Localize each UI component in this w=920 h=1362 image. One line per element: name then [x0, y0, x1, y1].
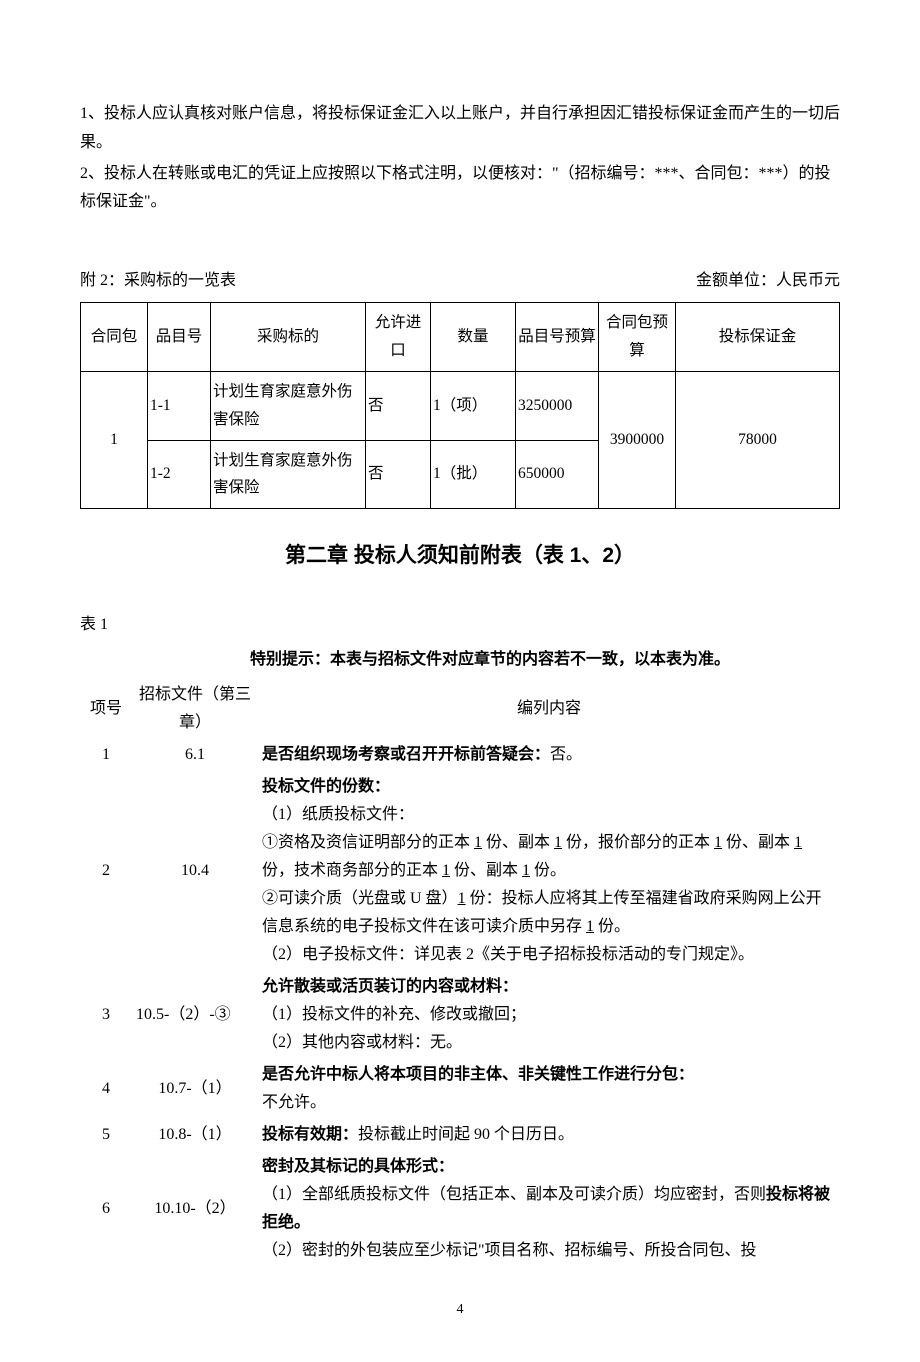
table1: 项号 招标文件（第三章） 编列内容 1 6.1 是否组织现场考察或召开开标前答疑… — [80, 679, 840, 1267]
t1-line: （1）投标文件的补充、修改或撤回； — [262, 1001, 836, 1029]
t1-content: 是否组织现场考察或召开开标前答疑会：否。 — [258, 739, 840, 771]
col-package: 合同包 — [81, 302, 148, 371]
t1-line: （1）全部纸质投标文件（包括正本、副本及可读介质）均应密封，否则投标将被拒绝。 — [262, 1181, 836, 1237]
seg: ①资格及资信证明部分的正本 — [262, 834, 474, 851]
seg: 份、副本 — [450, 862, 522, 879]
col-item-budget: 品目号预算 — [516, 302, 599, 371]
cell-budget: 3250000 — [516, 371, 599, 440]
seg: 份，技术商务部分的正本 — [262, 862, 442, 879]
seg: 份。 — [530, 862, 566, 879]
t1-ref: 10.10-（2） — [132, 1151, 258, 1267]
t1-row: 1 6.1 是否组织现场考察或召开开标前答疑会：否。 — [80, 739, 840, 771]
t1-content: 是否允许中标人将本项目的非主体、非关键性工作进行分包： 不允许。 — [258, 1059, 840, 1119]
cell-item: 1-2 — [148, 440, 211, 509]
note-2: 2、投标人在转账或电汇的凭证上应按照以下格式注明，以便核对："（招标编号：***… — [80, 160, 840, 218]
t1-line: （1）纸质投标文件： — [262, 801, 836, 829]
page-number: 4 — [80, 1297, 840, 1322]
t1-row: 6 10.10-（2） 密封及其标记的具体形式： （1）全部纸质投标文件（包括正… — [80, 1151, 840, 1267]
t1-bold: 投标文件的份数： — [262, 773, 836, 801]
t1-num: 4 — [80, 1059, 132, 1119]
attach2-title: 附 2：采购标的一览表 — [80, 267, 236, 296]
t1-line: （2）其他内容或材料：无。 — [262, 1029, 836, 1057]
t1-content: 允许散装或活页装订的内容或材料： （1）投标文件的补充、修改或撤回； （2）其他… — [258, 971, 840, 1059]
t1-head-ref: 招标文件（第三章） — [132, 679, 258, 739]
t1-num: 3 — [80, 971, 132, 1059]
t1-line: ②可读介质（光盘或 U 盘）1 份：投标人应将其上传至福建省政府采购网上公开信息… — [262, 885, 836, 941]
t1-text: 否。 — [550, 746, 582, 763]
note-1: 1、投标人应认真核对账户信息，将投标保证金汇入以上账户，并自行承担因汇错投标保证… — [80, 100, 840, 158]
cell-bond: 78000 — [676, 371, 840, 509]
cell-item: 1-1 — [148, 371, 211, 440]
t1-content: 投标文件的份数： （1）纸质投标文件： ①资格及资信证明部分的正本 1 份、副本… — [258, 771, 840, 971]
t1-head-row: 项号 招标文件（第三章） 编列内容 — [80, 679, 840, 739]
underline: 1 — [474, 834, 482, 851]
t1-row: 4 10.7-（1） 是否允许中标人将本项目的非主体、非关键性工作进行分包： 不… — [80, 1059, 840, 1119]
col-pkg-budget: 合同包预算 — [599, 302, 676, 371]
cell-qty: 1（项） — [431, 371, 516, 440]
t1-line: 不允许。 — [262, 1089, 836, 1117]
underline: 1 — [794, 834, 802, 851]
underline: 1 — [586, 918, 594, 935]
underline: 1 — [554, 834, 562, 851]
t1-row: 5 10.8-（1） 投标有效期：投标截止时间起 90 个日历日。 — [80, 1119, 840, 1151]
chapter-title: 第二章 投标人须知前附表（表 1、2） — [80, 537, 840, 575]
t1-line: （2）密封的外包装应至少标记"项目名称、招标编号、所投合同包、投 — [262, 1237, 836, 1265]
t1-ref: 6.1 — [132, 739, 258, 771]
t1-ref: 10.4 — [132, 771, 258, 971]
col-qty: 数量 — [431, 302, 516, 371]
attach2-table: 合同包 品目号 采购标的 允许进口 数量 品目号预算 合同包预算 投标保证金 1… — [80, 302, 840, 509]
cell-pkg: 1 — [81, 371, 148, 509]
underline: 1 — [522, 862, 530, 879]
seg: 份、副本 — [722, 834, 794, 851]
t1-ref: 10.5-（2）-③ — [132, 971, 258, 1059]
seg: 份、副本 — [482, 834, 554, 851]
t1-bold: 密封及其标记的具体形式： — [262, 1153, 836, 1181]
t1-row: 3 10.5-（2）-③ 允许散装或活页装订的内容或材料： （1）投标文件的补充… — [80, 971, 840, 1059]
t1-num: 6 — [80, 1151, 132, 1267]
underline: 1 — [458, 890, 466, 907]
seg: 份。 — [594, 918, 630, 935]
cell-pkg-budget: 3900000 — [599, 371, 676, 509]
t1-num: 2 — [80, 771, 132, 971]
t1-text: 投标截止时间起 90 个日历日。 — [358, 1126, 574, 1143]
t1-bold: 投标有效期： — [262, 1126, 358, 1143]
seg: ②可读介质（光盘或 U 盘） — [262, 890, 458, 907]
table-header-row: 合同包 品目号 采购标的 允许进口 数量 品目号预算 合同包预算 投标保证金 — [81, 302, 840, 371]
table1-label: 表 1 — [80, 611, 840, 640]
t1-content: 密封及其标记的具体形式： （1）全部纸质投标文件（包括正本、副本及可读介质）均应… — [258, 1151, 840, 1267]
t1-head-content: 编列内容 — [258, 679, 840, 739]
cell-subject: 计划生育家庭意外伤害保险 — [211, 440, 366, 509]
table1-hint: 特别提示：本表与招标文件对应章节的内容若不一致，以本表为准。 — [80, 646, 840, 675]
attach2-unit: 金额单位：人民币元 — [696, 267, 840, 296]
t1-bold: 允许散装或活页装订的内容或材料： — [262, 973, 836, 1001]
seg: 份，报价部分的正本 — [562, 834, 714, 851]
t1-num: 5 — [80, 1119, 132, 1151]
underline: 1 — [442, 862, 450, 879]
col-import: 允许进口 — [366, 302, 431, 371]
t1-line: （2）电子投标文件：详见表 2《关于电子招标投标活动的专门规定》。 — [262, 941, 836, 969]
t1-ref: 10.8-（1） — [132, 1119, 258, 1151]
cell-import: 否 — [366, 371, 431, 440]
col-bond: 投标保证金 — [676, 302, 840, 371]
cell-budget: 650000 — [516, 440, 599, 509]
cell-import: 否 — [366, 440, 431, 509]
t1-row: 2 10.4 投标文件的份数： （1）纸质投标文件： ①资格及资信证明部分的正本… — [80, 771, 840, 971]
t1-ref: 10.7-（1） — [132, 1059, 258, 1119]
t1-num: 1 — [80, 739, 132, 771]
t1-bold: 是否允许中标人将本项目的非主体、非关键性工作进行分包： — [262, 1061, 836, 1089]
attach2-header: 附 2：采购标的一览表 金额单位：人民币元 — [80, 267, 840, 296]
t1-head-num: 项号 — [80, 679, 132, 739]
underline: 1 — [714, 834, 722, 851]
t1-line: ①资格及资信证明部分的正本 1 份、副本 1 份，报价部分的正本 1 份、副本 … — [262, 829, 836, 885]
cell-subject: 计划生育家庭意外伤害保险 — [211, 371, 366, 440]
col-subject: 采购标的 — [211, 302, 366, 371]
seg: （1）全部纸质投标文件（包括正本、副本及可读介质）均应密封，否则 — [262, 1186, 766, 1203]
t1-bold: 是否组织现场考察或召开开标前答疑会： — [262, 746, 550, 763]
cell-qty: 1（批） — [431, 440, 516, 509]
t1-content: 投标有效期：投标截止时间起 90 个日历日。 — [258, 1119, 840, 1151]
table-row: 1 1-1 计划生育家庭意外伤害保险 否 1（项） 3250000 390000… — [81, 371, 840, 440]
col-item: 品目号 — [148, 302, 211, 371]
